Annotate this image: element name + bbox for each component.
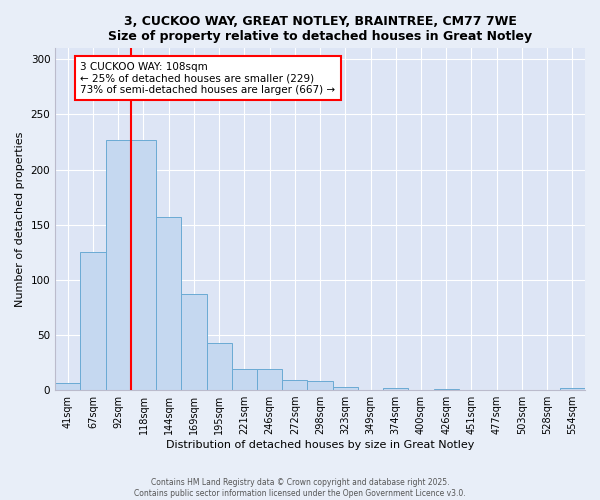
Bar <box>332 387 358 390</box>
Bar <box>55 384 80 390</box>
Bar <box>307 382 332 390</box>
Bar <box>206 342 232 390</box>
Bar <box>156 217 181 390</box>
Text: Contains HM Land Registry data © Crown copyright and database right 2025.
Contai: Contains HM Land Registry data © Crown c… <box>134 478 466 498</box>
Bar <box>282 380 307 390</box>
X-axis label: Distribution of detached houses by size in Great Notley: Distribution of detached houses by size … <box>166 440 474 450</box>
Bar <box>80 252 106 390</box>
Bar <box>106 140 131 390</box>
Bar <box>257 369 282 390</box>
Bar <box>383 388 409 390</box>
Title: 3, CUCKOO WAY, GREAT NOTLEY, BRAINTREE, CM77 7WE
Size of property relative to de: 3, CUCKOO WAY, GREAT NOTLEY, BRAINTREE, … <box>108 15 532 43</box>
Bar <box>232 369 257 390</box>
Bar <box>434 389 459 390</box>
Y-axis label: Number of detached properties: Number of detached properties <box>15 132 25 307</box>
Bar <box>560 388 585 390</box>
Bar <box>131 140 156 390</box>
Bar <box>181 294 206 390</box>
Text: 3 CUCKOO WAY: 108sqm
← 25% of detached houses are smaller (229)
73% of semi-deta: 3 CUCKOO WAY: 108sqm ← 25% of detached h… <box>80 62 335 95</box>
